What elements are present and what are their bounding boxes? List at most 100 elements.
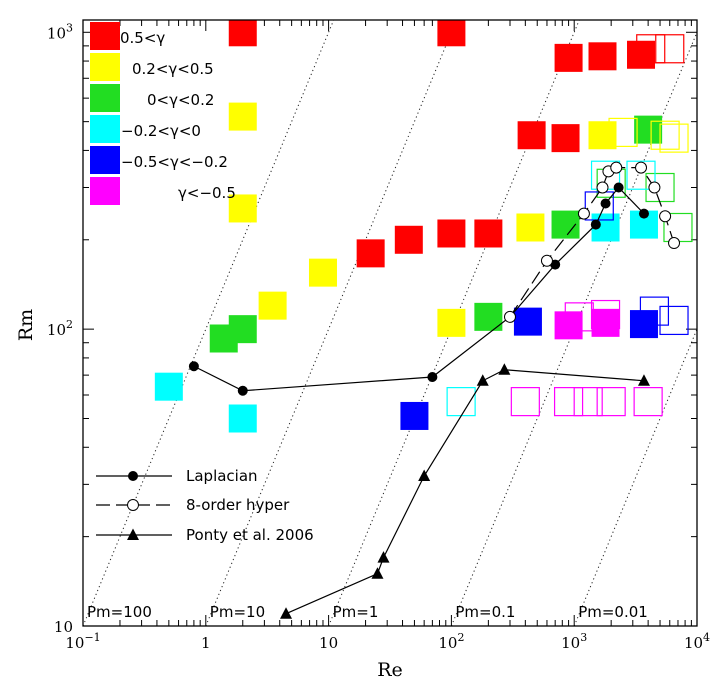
pm-line (205, 20, 457, 626)
pm-line (83, 20, 335, 626)
filled-square-marker (258, 291, 287, 320)
filled-square-marker (400, 401, 429, 430)
open-circle-marker (668, 237, 681, 250)
circle-marker (600, 198, 611, 209)
filled-square-marker (588, 42, 617, 71)
open-square-marker (655, 34, 685, 64)
pm-line-label: Pm=0.01 (578, 603, 648, 621)
circle-marker (613, 182, 624, 193)
open-square-marker (659, 305, 689, 336)
x-tick-label: 10 (319, 634, 338, 652)
y-tick-label: 103 (47, 21, 73, 42)
open-square-marker (650, 120, 680, 150)
filled-square-marker (554, 43, 583, 72)
filled-square-marker (551, 124, 580, 153)
gamma-legend-label: γ<−0.5 (178, 184, 236, 202)
gamma-legend-label: −0.5<γ<−0.2 (121, 153, 228, 171)
filled-square-marker (154, 372, 183, 401)
open-square-marker (510, 387, 540, 417)
triangle-marker (418, 469, 431, 482)
open-square-marker (590, 299, 621, 330)
y-axis-label: Rm (15, 309, 37, 341)
filled-square-marker (228, 404, 257, 433)
triangle-marker (637, 374, 650, 386)
x-tick-label: 10−1 (65, 631, 100, 652)
pm-line-label: Pm=1 (333, 603, 379, 621)
series-legend-label: Laplacian (186, 467, 258, 485)
gamma-legend-label: 0.2<γ<0.5 (132, 60, 214, 78)
open-square-marker (639, 296, 670, 326)
gamma-legend-swatch (90, 115, 120, 143)
filled-square-marker (394, 225, 423, 254)
gamma-legend-swatch (90, 53, 120, 81)
pm-line (573, 327, 697, 626)
filled-square-marker (517, 121, 546, 150)
open-square-marker (608, 117, 638, 148)
circle-marker (427, 371, 438, 382)
gamma-legend-label: −0.2<γ<0 (121, 122, 201, 140)
open-circle-marker (648, 181, 661, 194)
gamma-legend-label: 0.5<γ (120, 29, 165, 47)
open-square-marker (626, 160, 656, 190)
filled-square-marker (588, 121, 617, 150)
open-square-marker (633, 387, 663, 417)
x-tick-label: 103 (561, 631, 587, 652)
gamma-legend-label: 0<γ<0.2 (147, 91, 214, 109)
series-line (285, 369, 645, 615)
filled-square-marker (516, 213, 545, 242)
triangle-marker (371, 567, 384, 579)
open-circle-marker (659, 210, 672, 223)
triangle-marker (476, 374, 489, 386)
x-tick-label: 1 (201, 634, 211, 652)
triangle-marker (498, 363, 511, 375)
open-square-marker (573, 387, 603, 417)
x-tick-label: 102 (438, 631, 464, 652)
x-axis-label: Re (377, 659, 403, 681)
gamma-legend-swatch (90, 84, 120, 112)
open-square-marker (596, 387, 626, 417)
open-square-marker (636, 34, 666, 64)
open-circle-marker (596, 181, 609, 194)
filled-square-marker (513, 307, 542, 336)
open-circle-marker (635, 161, 648, 174)
open-square-marker (564, 302, 594, 332)
gamma-legend-swatch (90, 177, 120, 205)
y-tick-label: 102 (47, 318, 73, 339)
gamma-legend-swatch (90, 22, 120, 50)
circle-marker (237, 385, 248, 396)
pm-line-label: Pm=10 (210, 603, 265, 621)
triangle-marker (280, 607, 293, 619)
filled-square-marker (356, 239, 385, 268)
filled-square-marker (228, 20, 257, 47)
filled-square-marker (437, 308, 466, 337)
open-circle-marker (577, 207, 590, 220)
pm-line-label: Pm=100 (87, 603, 152, 621)
circle-marker (590, 219, 601, 230)
triangle-marker (377, 551, 390, 563)
filled-square-marker (228, 315, 257, 344)
filled-square-marker (228, 102, 257, 131)
y-tick-label: 10 (54, 618, 73, 636)
filled-square-marker (629, 310, 658, 339)
open-square-marker (659, 123, 689, 153)
filled-square-marker (308, 258, 337, 287)
open-circle-marker (503, 310, 516, 323)
filled-square-marker (474, 219, 503, 248)
filled-square-marker (437, 20, 466, 47)
filled-square-marker (627, 40, 656, 69)
series-legend-label: Ponty et al. 2006 (186, 526, 314, 544)
circle-marker (128, 471, 138, 481)
open-circle-marker (610, 161, 623, 174)
gamma-legend-swatch (90, 146, 120, 174)
open-circle-marker (127, 499, 139, 511)
series-legend-label: 8-order hyper (186, 496, 290, 514)
triangle-marker (127, 528, 139, 540)
circle-marker (188, 361, 199, 372)
filled-square-marker (554, 311, 583, 340)
circle-marker (638, 208, 649, 219)
open-square-marker (446, 387, 476, 417)
plot-frame (82, 19, 698, 627)
filled-square-marker (634, 115, 663, 144)
filled-square-marker (437, 219, 466, 248)
